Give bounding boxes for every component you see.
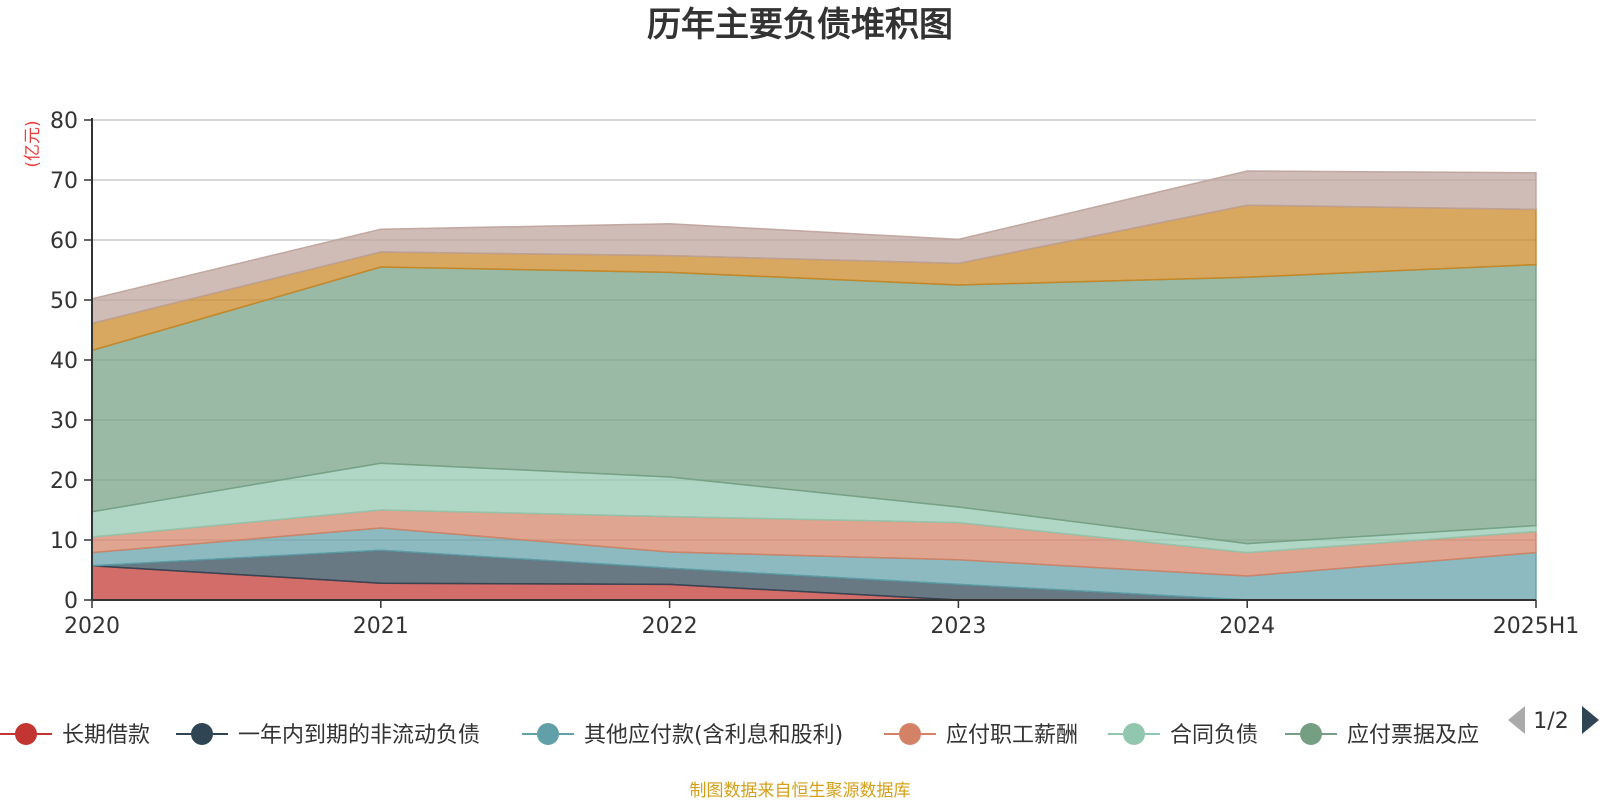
legend-label: 长期借款 bbox=[62, 723, 150, 748]
legend-label: 应付票据及应 bbox=[1347, 723, 1479, 748]
y-tick-label: 10 bbox=[50, 529, 78, 554]
y-tick-label: 20 bbox=[50, 469, 78, 494]
area-layer bbox=[91, 170, 1537, 601]
legend-next-page-icon[interactable] bbox=[1582, 706, 1599, 734]
x-tick-label: 2021 bbox=[353, 614, 409, 639]
legend-label: 其他应付款(含利息和股利) bbox=[584, 723, 843, 748]
legend-label: 应付职工薪酬 bbox=[946, 723, 1078, 748]
y-tick-label: 70 bbox=[50, 169, 78, 194]
source-note: 制图数据来自恒生聚源数据库 bbox=[689, 781, 911, 801]
y-tick-label: 30 bbox=[50, 409, 78, 434]
legend-marker bbox=[15, 723, 37, 745]
legend-marker bbox=[899, 723, 921, 745]
legend-item-5[interactable]: 合同负债 bbox=[1108, 723, 1258, 748]
x-tick-label: 2020 bbox=[64, 614, 120, 639]
legend-label: 合同负债 bbox=[1170, 723, 1258, 748]
legend-marker bbox=[191, 723, 213, 745]
y-axis-unit-label: (亿元) bbox=[23, 120, 43, 167]
series-area-8 bbox=[91, 170, 1537, 325]
legend-item-4[interactable]: 应付职工薪酬 bbox=[884, 723, 1078, 748]
legend-marker bbox=[1300, 723, 1322, 745]
legend-item-2[interactable]: 一年内到期的非流动负债 bbox=[176, 723, 480, 748]
legend-pager: 1/2 bbox=[1508, 706, 1599, 734]
legend-item-1[interactable]: 长期借款 bbox=[0, 723, 150, 748]
legend: 长期借款 一年内到期的非流动负债 其他应付款(含利息和股利) 应付职工薪酬 合同负债 应付… bbox=[0, 723, 1479, 748]
x-tick-label: 2024 bbox=[1219, 614, 1275, 639]
x-tick-label: 2025H1 bbox=[1493, 614, 1580, 639]
y-tick-label: 80 bbox=[50, 109, 78, 134]
axis-layer: 0 10 20 30 40 50 60 70 80 2020 2021 2022 2023 2024 202… bbox=[50, 109, 1579, 639]
legend-item-3[interactable]: 其他应付款(含利息和股利) bbox=[522, 723, 843, 748]
legend-prev-page-icon[interactable] bbox=[1508, 706, 1525, 734]
x-tick-label: 2023 bbox=[930, 614, 986, 639]
y-tick-label: 0 bbox=[64, 589, 78, 614]
y-tick-label: 40 bbox=[50, 349, 78, 374]
legend-label: 一年内到期的非流动负债 bbox=[238, 723, 480, 748]
y-tick-label: 50 bbox=[50, 289, 78, 314]
legend-item-6[interactable]: 应付票据及应 bbox=[1285, 723, 1479, 748]
legend-marker bbox=[537, 723, 559, 745]
chart-title: 历年主要负债堆积图 bbox=[647, 5, 953, 45]
legend-marker bbox=[1123, 723, 1145, 745]
legend-page-indicator: 1/2 bbox=[1533, 709, 1568, 734]
y-tick-label: 60 bbox=[50, 229, 78, 254]
x-tick-label: 2022 bbox=[642, 614, 698, 639]
